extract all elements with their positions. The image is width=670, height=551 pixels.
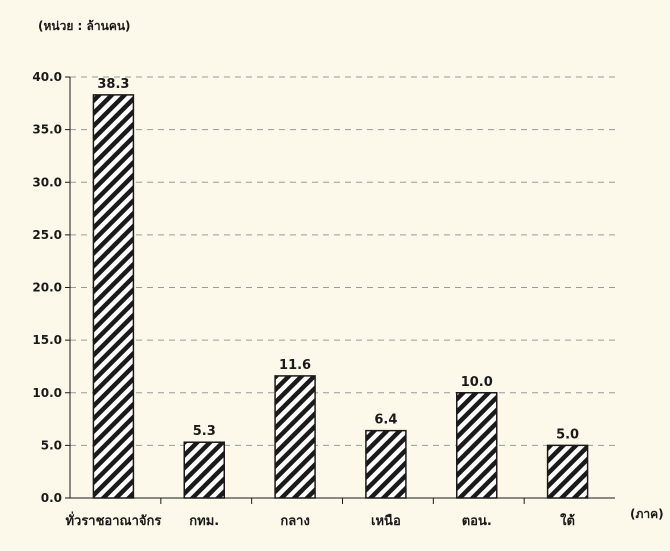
- data-label-2: 11.6: [279, 358, 311, 373]
- y-tick-label-5: 25.0: [32, 228, 62, 242]
- data-label-0: 38.3: [97, 77, 129, 92]
- bar-5: [546, 444, 589, 499]
- bar-0: [92, 94, 135, 499]
- category-label-5: ใต้: [560, 512, 575, 529]
- data-label-1: 5.3: [193, 424, 216, 439]
- y-tick-label-2: 10.0: [32, 386, 62, 400]
- category-label-0: ทั่วราชอาณาจักร: [65, 511, 161, 529]
- x-axis-label: (ภาค): [630, 507, 664, 521]
- data-label-5: 5.0: [556, 427, 579, 442]
- category-label-3: เหนือ: [371, 513, 401, 529]
- axes: [65, 76, 615, 504]
- bar-1: [183, 441, 225, 499]
- y-tick-label-1: 5.0: [41, 438, 62, 452]
- y-tick-label-6: 30.0: [32, 175, 62, 189]
- data-label-3: 6.4: [374, 413, 397, 428]
- data-label-4: 10.0: [461, 375, 493, 390]
- category-label-1: กทม.: [189, 514, 219, 529]
- unit-label: (หน่วย : ล้านคน): [38, 19, 131, 33]
- y-tick-label-8: 40.0: [32, 70, 62, 84]
- category-label-2: กลาง: [280, 514, 310, 529]
- y-tick-label-0: 0.0: [41, 491, 62, 505]
- y-tick-label-7: 35.0: [32, 123, 62, 137]
- y-tick-label-3: 15.0: [32, 333, 62, 347]
- bar-2: [274, 375, 316, 499]
- bar-4: [456, 392, 498, 499]
- labels: 0.0 5.0 10.0 15.0 20.0 25.0 30.0 35.0 40.0 38.3 ทั…: [32, 70, 579, 529]
- bars: [92, 94, 589, 499]
- grid-lines: [70, 76, 615, 446]
- category-label-4: ตอน.: [462, 514, 492, 529]
- y-tick-label-4: 20.0: [32, 281, 62, 295]
- bar-3: [365, 429, 407, 499]
